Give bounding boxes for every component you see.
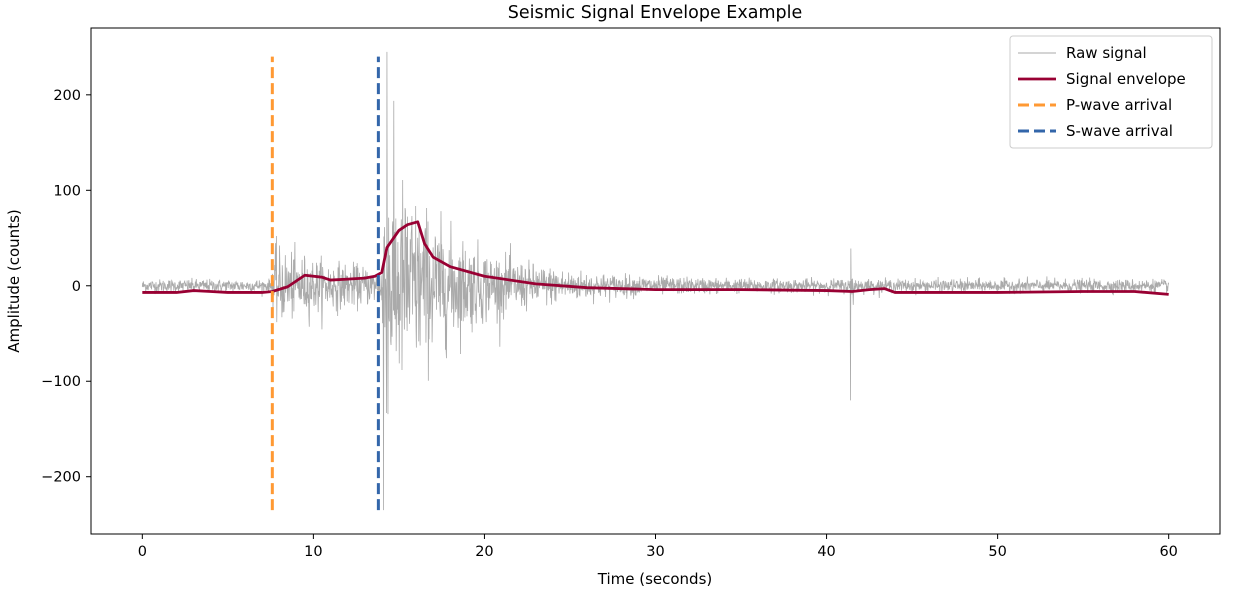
x-tick-label: 30	[646, 544, 664, 560]
x-tick-label: 60	[1159, 544, 1177, 560]
legend-label: Raw signal	[1066, 44, 1147, 62]
y-axis-label: Amplitude (counts)	[5, 209, 23, 352]
x-tick-label: 40	[817, 544, 835, 560]
envelope-line	[142, 220, 1169, 296]
y-tick-label: −200	[41, 470, 81, 486]
x-tick-label: 0	[138, 544, 147, 560]
y-tick-label: 0	[72, 279, 81, 295]
legend-label: Signal envelope	[1066, 70, 1186, 88]
x-axis-label: Time (seconds)	[597, 570, 713, 588]
y-tick-label: −100	[41, 374, 81, 390]
y-tick-label: 200	[53, 88, 81, 104]
x-tick-label: 10	[304, 544, 322, 560]
x-tick-label: 20	[475, 544, 493, 560]
y-tick-label: 100	[53, 183, 81, 199]
legend-label: S-wave arrival	[1066, 122, 1173, 140]
plot-area	[90, 27, 1221, 535]
legend: Raw signal Signal envelope P-wave arrival S…	[1009, 35, 1213, 149]
legend-label: P-wave arrival	[1066, 96, 1172, 114]
raw-signal-line	[141, 51, 1170, 511]
plot-series-group	[141, 51, 1170, 511]
legend-box	[1009, 35, 1213, 149]
chart-title: Seismic Signal Envelope Example	[508, 3, 802, 23]
x-tick-label: 50	[988, 544, 1006, 560]
axis-ticks: 0 10 20 30 40 50 60 −200 −100 0 100 200	[41, 88, 1178, 560]
